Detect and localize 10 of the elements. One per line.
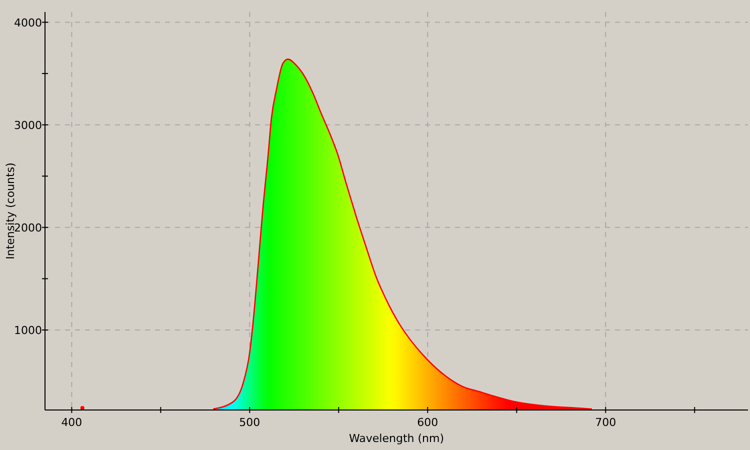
x-tick-label: 600 bbox=[417, 416, 438, 429]
y-tick-label: 4000 bbox=[14, 16, 42, 30]
x-tick-label: 700 bbox=[595, 416, 616, 429]
x-tick-label: 500 bbox=[239, 416, 260, 429]
y-tick-label: 2000 bbox=[14, 221, 42, 234]
y-tick-label: 3000 bbox=[14, 118, 42, 132]
x-axis-title: Wavelength (nm) bbox=[348, 432, 444, 445]
y-axis-title: Intensity (counts) bbox=[4, 162, 17, 260]
y-tick-label: 1000 bbox=[14, 324, 42, 337]
x-tick-label: 400 bbox=[61, 416, 82, 429]
